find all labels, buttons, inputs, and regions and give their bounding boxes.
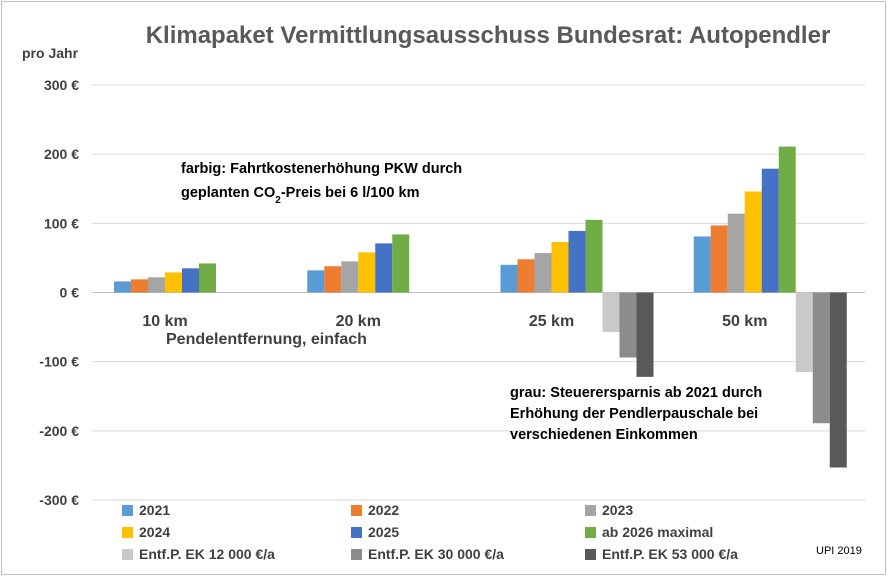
bar-2023-50-km [727, 213, 745, 293]
bar-2022-20-km [324, 266, 342, 293]
bar-2021-10-km [114, 281, 131, 293]
y-tick-label: 200 € [44, 146, 79, 162]
y-tick-label: -300 € [39, 492, 79, 508]
bar-2022-50-km [710, 225, 728, 293]
bar-2025-50-km [761, 168, 779, 293]
category-label-25-km: 25 km [529, 313, 574, 330]
legend-swatch [351, 527, 362, 538]
bar-entf-p-ek-30-000-a-50-km [812, 292, 830, 424]
legend-swatch [585, 505, 596, 516]
bar-group-10-km [114, 263, 216, 293]
bar-2023-10-km [148, 277, 165, 293]
bar-ab-2026-maximal-10-km [199, 263, 216, 293]
legend-item-entf-p-ek-12-000-a: Entf.P. EK 12 000 €/a [122, 546, 275, 562]
annotation-colored-line2-suffix: -Preis bei 6 l/100 km [281, 185, 420, 201]
annotation-colored-line1: farbig: Fahrtkostenerhöhung PKW durch [181, 161, 462, 177]
legend-swatch [585, 549, 596, 560]
legend-label: 2021 [139, 502, 170, 518]
category-label-50-km: 50 km [722, 313, 767, 330]
bar-ab-2026-maximal-20-km [392, 234, 410, 293]
legend-label: 2025 [368, 524, 399, 540]
bar-ab-2026-maximal-50-km [778, 146, 796, 293]
legend-item-2025: 2025 [351, 524, 399, 540]
bar-2025-20-km [375, 243, 393, 293]
bar-entf-p-ek-53-000-a-50-km [829, 292, 847, 468]
bar-2023-20-km [341, 261, 359, 293]
bar-2022-25-km [517, 259, 535, 293]
bar-entf-p-ek-12-000-a-25-km [602, 292, 620, 332]
bar-2024-50-km [744, 191, 762, 293]
y-tick-label: -100 € [39, 354, 79, 370]
legend-label: 2023 [602, 502, 633, 518]
annotation-grey-line1: grau: Steuerersparnis ab 2021 durch [510, 385, 762, 401]
legend-label: Entf.P. EK 30 000 €/a [368, 546, 504, 562]
bar-2022-10-km [131, 279, 148, 293]
annotation-colored-line2: geplanten CO2-Preis bei 6 l/100 km [181, 185, 419, 206]
bars [114, 146, 847, 468]
credit-label: UPI 2019 [816, 545, 862, 557]
legend-item-2024: 2024 [122, 524, 170, 540]
legend-swatch [122, 505, 133, 516]
legend-item-ab-2026-maximal: ab 2026 maximal [585, 524, 713, 540]
bar-2024-25-km [551, 242, 569, 293]
bar-group-25-km [500, 219, 654, 377]
bar-2023-25-km [534, 253, 552, 293]
annotation-colored-line2-prefix: geplanten CO [181, 185, 275, 201]
bar-ab-2026-maximal-25-km [585, 219, 603, 293]
legend-swatch [585, 527, 596, 538]
bar-2025-10-km [182, 268, 199, 293]
legend-label: 2024 [139, 524, 170, 540]
legend-label: Entf.P. EK 53 000 €/a [602, 546, 738, 562]
category-label-10-km: 10 km [142, 313, 187, 330]
legend-swatch [351, 549, 362, 560]
bar-group-20-km [307, 234, 410, 293]
legend-swatch [351, 505, 362, 516]
bar-2021-50-km [693, 236, 711, 293]
bar-entf-p-ek-30-000-a-25-km [619, 292, 637, 358]
y-tick-label: 300 € [44, 77, 79, 93]
annotation-grey: grau: Steuerersparnis ab 2021 durch Erhö… [510, 385, 762, 443]
bar-2021-20-km [307, 270, 325, 293]
bar-group-50-km [693, 146, 847, 468]
legend-item-entf-p-ek-30-000-a: Entf.P. EK 30 000 €/a [351, 546, 504, 562]
bar-2025-25-km [568, 230, 586, 293]
legend-swatch [122, 527, 133, 538]
legend-label: Entf.P. EK 12 000 €/a [139, 546, 275, 562]
annotation-colored: farbig: Fahrtkostenerhöhung PKW durch ge… [181, 161, 462, 206]
annotation-grey-line2: Erhöhung der Pendlerpauschale bei [510, 406, 758, 422]
y-tick-labels: 300 € 200 € 100 € 0 € -100 € -200 € -300 € [39, 77, 79, 508]
legend-item-2023: 2023 [585, 502, 633, 518]
legend-item-2022: 2022 [351, 502, 399, 518]
y-axis-label: pro Jahr [22, 45, 79, 61]
category-label-20-km: 20 km [336, 313, 381, 330]
y-tick-label: 100 € [44, 215, 79, 231]
legend-item-entf-p-ek-53-000-a: Entf.P. EK 53 000 €/a [585, 546, 738, 562]
legend-item-2021: 2021 [122, 502, 170, 518]
bar-entf-p-ek-12-000-a-50-km [795, 292, 813, 373]
y-tick-label: -200 € [39, 423, 79, 439]
x-axis-label: Pendelentfernung, einfach [166, 331, 367, 348]
legend: 2021 2022 2023 2024 2025 ab 2026 maximal Entf.… [122, 502, 738, 562]
legend-swatch [122, 549, 133, 560]
category-labels: 10 km 20 km 25 km 50 km [142, 313, 767, 330]
chart-title: Klimapaket Vermittlungsausschuss Bundesr… [146, 22, 831, 49]
annotation-colored-line2-sub: 2 [275, 195, 281, 206]
legend-label: ab 2026 maximal [602, 524, 713, 540]
bar-2024-20-km [358, 252, 376, 293]
y-tick-label: 0 € [60, 285, 80, 301]
bar-2024-10-km [165, 272, 182, 293]
bar-2021-25-km [500, 264, 518, 293]
annotation-grey-line3: verschiedenen Einkommen [510, 427, 698, 443]
bar-entf-p-ek-53-000-a-25-km [636, 292, 654, 377]
legend-label: 2022 [368, 502, 399, 518]
